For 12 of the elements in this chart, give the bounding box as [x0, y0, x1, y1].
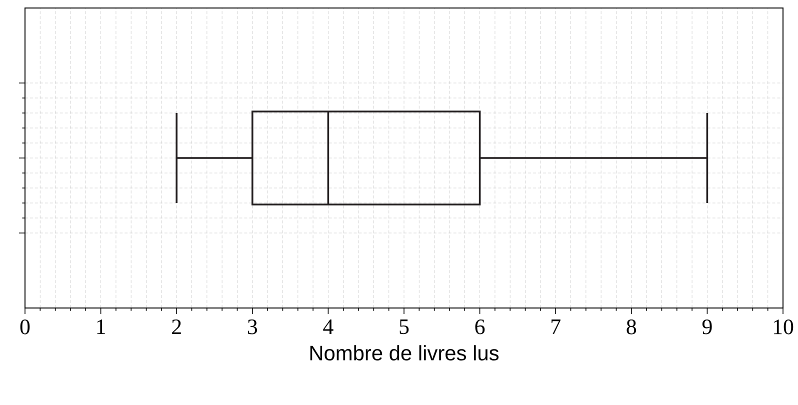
x-axis-title: Nombre de livres lus [310, 345, 499, 361]
x-tick-label: 6 [475, 320, 485, 334]
x-tick-label: 2 [172, 320, 181, 334]
x-tick-label: 10 [774, 320, 794, 334]
x-tick-label: 3 [248, 320, 258, 334]
x-tick-label: 7 [552, 320, 560, 334]
x-tick-label: 0 [20, 320, 30, 334]
x-tick-label: 4 [323, 320, 334, 334]
x-tick-label: 5 [400, 320, 409, 334]
x-tick-label: 9 [702, 320, 712, 334]
x-tick-label: 1 [97, 320, 105, 334]
x-tick-label: 8 [626, 320, 636, 334]
